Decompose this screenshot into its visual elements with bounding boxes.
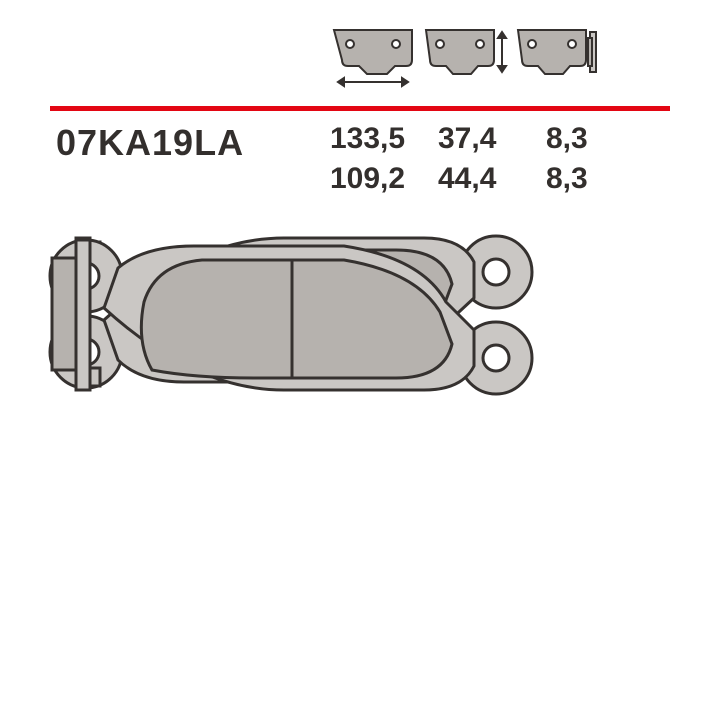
dim-t-row2: 8,3: [546, 162, 616, 196]
dim-h-row1: 37,4: [438, 122, 546, 156]
divider-rule: [50, 98, 670, 103]
legend-height-icon: [422, 26, 508, 88]
figures-area: [44, 232, 684, 692]
dimension-legend: [330, 26, 600, 88]
dim-w-row1: 133,5: [330, 122, 438, 156]
dim-w-row2: 109,2: [330, 162, 438, 196]
pad-bottom-front: [44, 232, 544, 407]
dimension-table: 133,5 37,4 8,3 109,2 44,4 8,3: [330, 122, 616, 196]
legend-thickness-icon: [514, 26, 600, 88]
legend-width-icon: [330, 26, 416, 88]
dim-h-row2: 44,4: [438, 162, 546, 196]
pad-bottom-side: [44, 232, 104, 407]
part-number: 07KA19LA: [56, 122, 244, 164]
dim-t-row1: 8,3: [546, 122, 616, 156]
